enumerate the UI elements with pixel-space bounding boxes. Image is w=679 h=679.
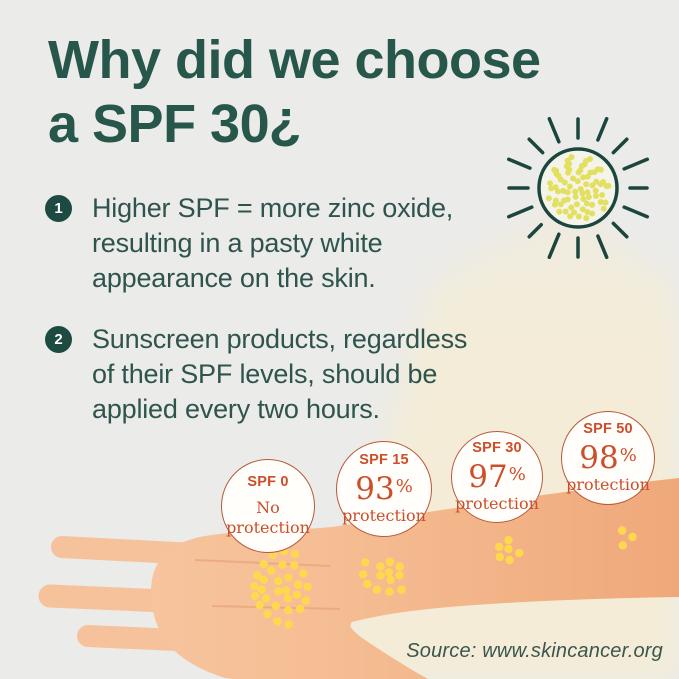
spf-30-badge: SPF 30 97% protection (451, 431, 543, 523)
point-2-line-3: applied every two hours. (92, 394, 380, 424)
spf-caption-line-2: protection (226, 518, 310, 537)
point-1-line-3: appearance on the skin. (92, 263, 376, 293)
spf-0-badge: SPF 0 No protection (221, 459, 315, 553)
zinc-dot-clusters (250, 526, 637, 629)
spf-caption-line-2: protection (455, 494, 539, 514)
zinc-cluster-spf-0 (250, 546, 312, 629)
point-1-line-2: resulting in a pasty white (92, 228, 383, 258)
spf-percent: 97% (468, 459, 526, 496)
point-2-number-badge: 2 (45, 326, 72, 353)
spf-percent: 93% (355, 471, 413, 508)
spf-15-badge: SPF 15 93% protection (336, 441, 432, 537)
arm-silhouette (150, 478, 679, 679)
point-2-line-1: Sunscreen products, regardless (92, 324, 468, 354)
spf-caption-line-2: protection (342, 506, 426, 526)
spf-level-label: SPF 15 (359, 451, 409, 468)
spf-caption-line-2: protection (566, 475, 650, 495)
point-2-text: Sunscreen products, regardless of their … (92, 322, 467, 427)
point-1: 1 Higher SPF = more zinc oxide, resultin… (45, 191, 453, 296)
spf-percent: 98% (579, 440, 637, 477)
arm-illustration (38, 478, 679, 679)
zinc-cluster-spf-30 (495, 536, 524, 565)
point-2: 2 Sunscreen products, regardless of thei… (45, 322, 467, 427)
spf-caption-line-1: No (256, 498, 280, 517)
spf-level-label: SPF 30 (472, 439, 522, 456)
point-1-line-1: Higher SPF = more zinc oxide, (92, 193, 454, 223)
title-line-1: Why did we choose (48, 30, 541, 90)
stylized-question-mark: ? (269, 97, 302, 157)
zinc-cluster-spf-15 (358, 557, 406, 596)
spf-50-badge: SPF 50 98% protection (561, 411, 655, 505)
point-2-line-2: of their SPF levels, should be (92, 359, 438, 389)
point-1-text: Higher SPF = more zinc oxide, resulting … (92, 191, 453, 296)
source-attribution: Source: www.skincancer.org (406, 640, 663, 662)
page-title: Why did we choose a SPF 30? (48, 28, 541, 157)
sun-rays (506, 116, 650, 260)
sun-icon (506, 116, 650, 260)
spf-level-label: SPF 0 (247, 474, 289, 490)
point-1-number-badge: 1 (45, 195, 72, 222)
sun-zinc-dots (545, 154, 612, 222)
spf-level-label: SPF 50 (583, 420, 633, 437)
zinc-cluster-spf-50 (617, 526, 637, 550)
title-line-2: a SPF 30? (48, 94, 302, 157)
